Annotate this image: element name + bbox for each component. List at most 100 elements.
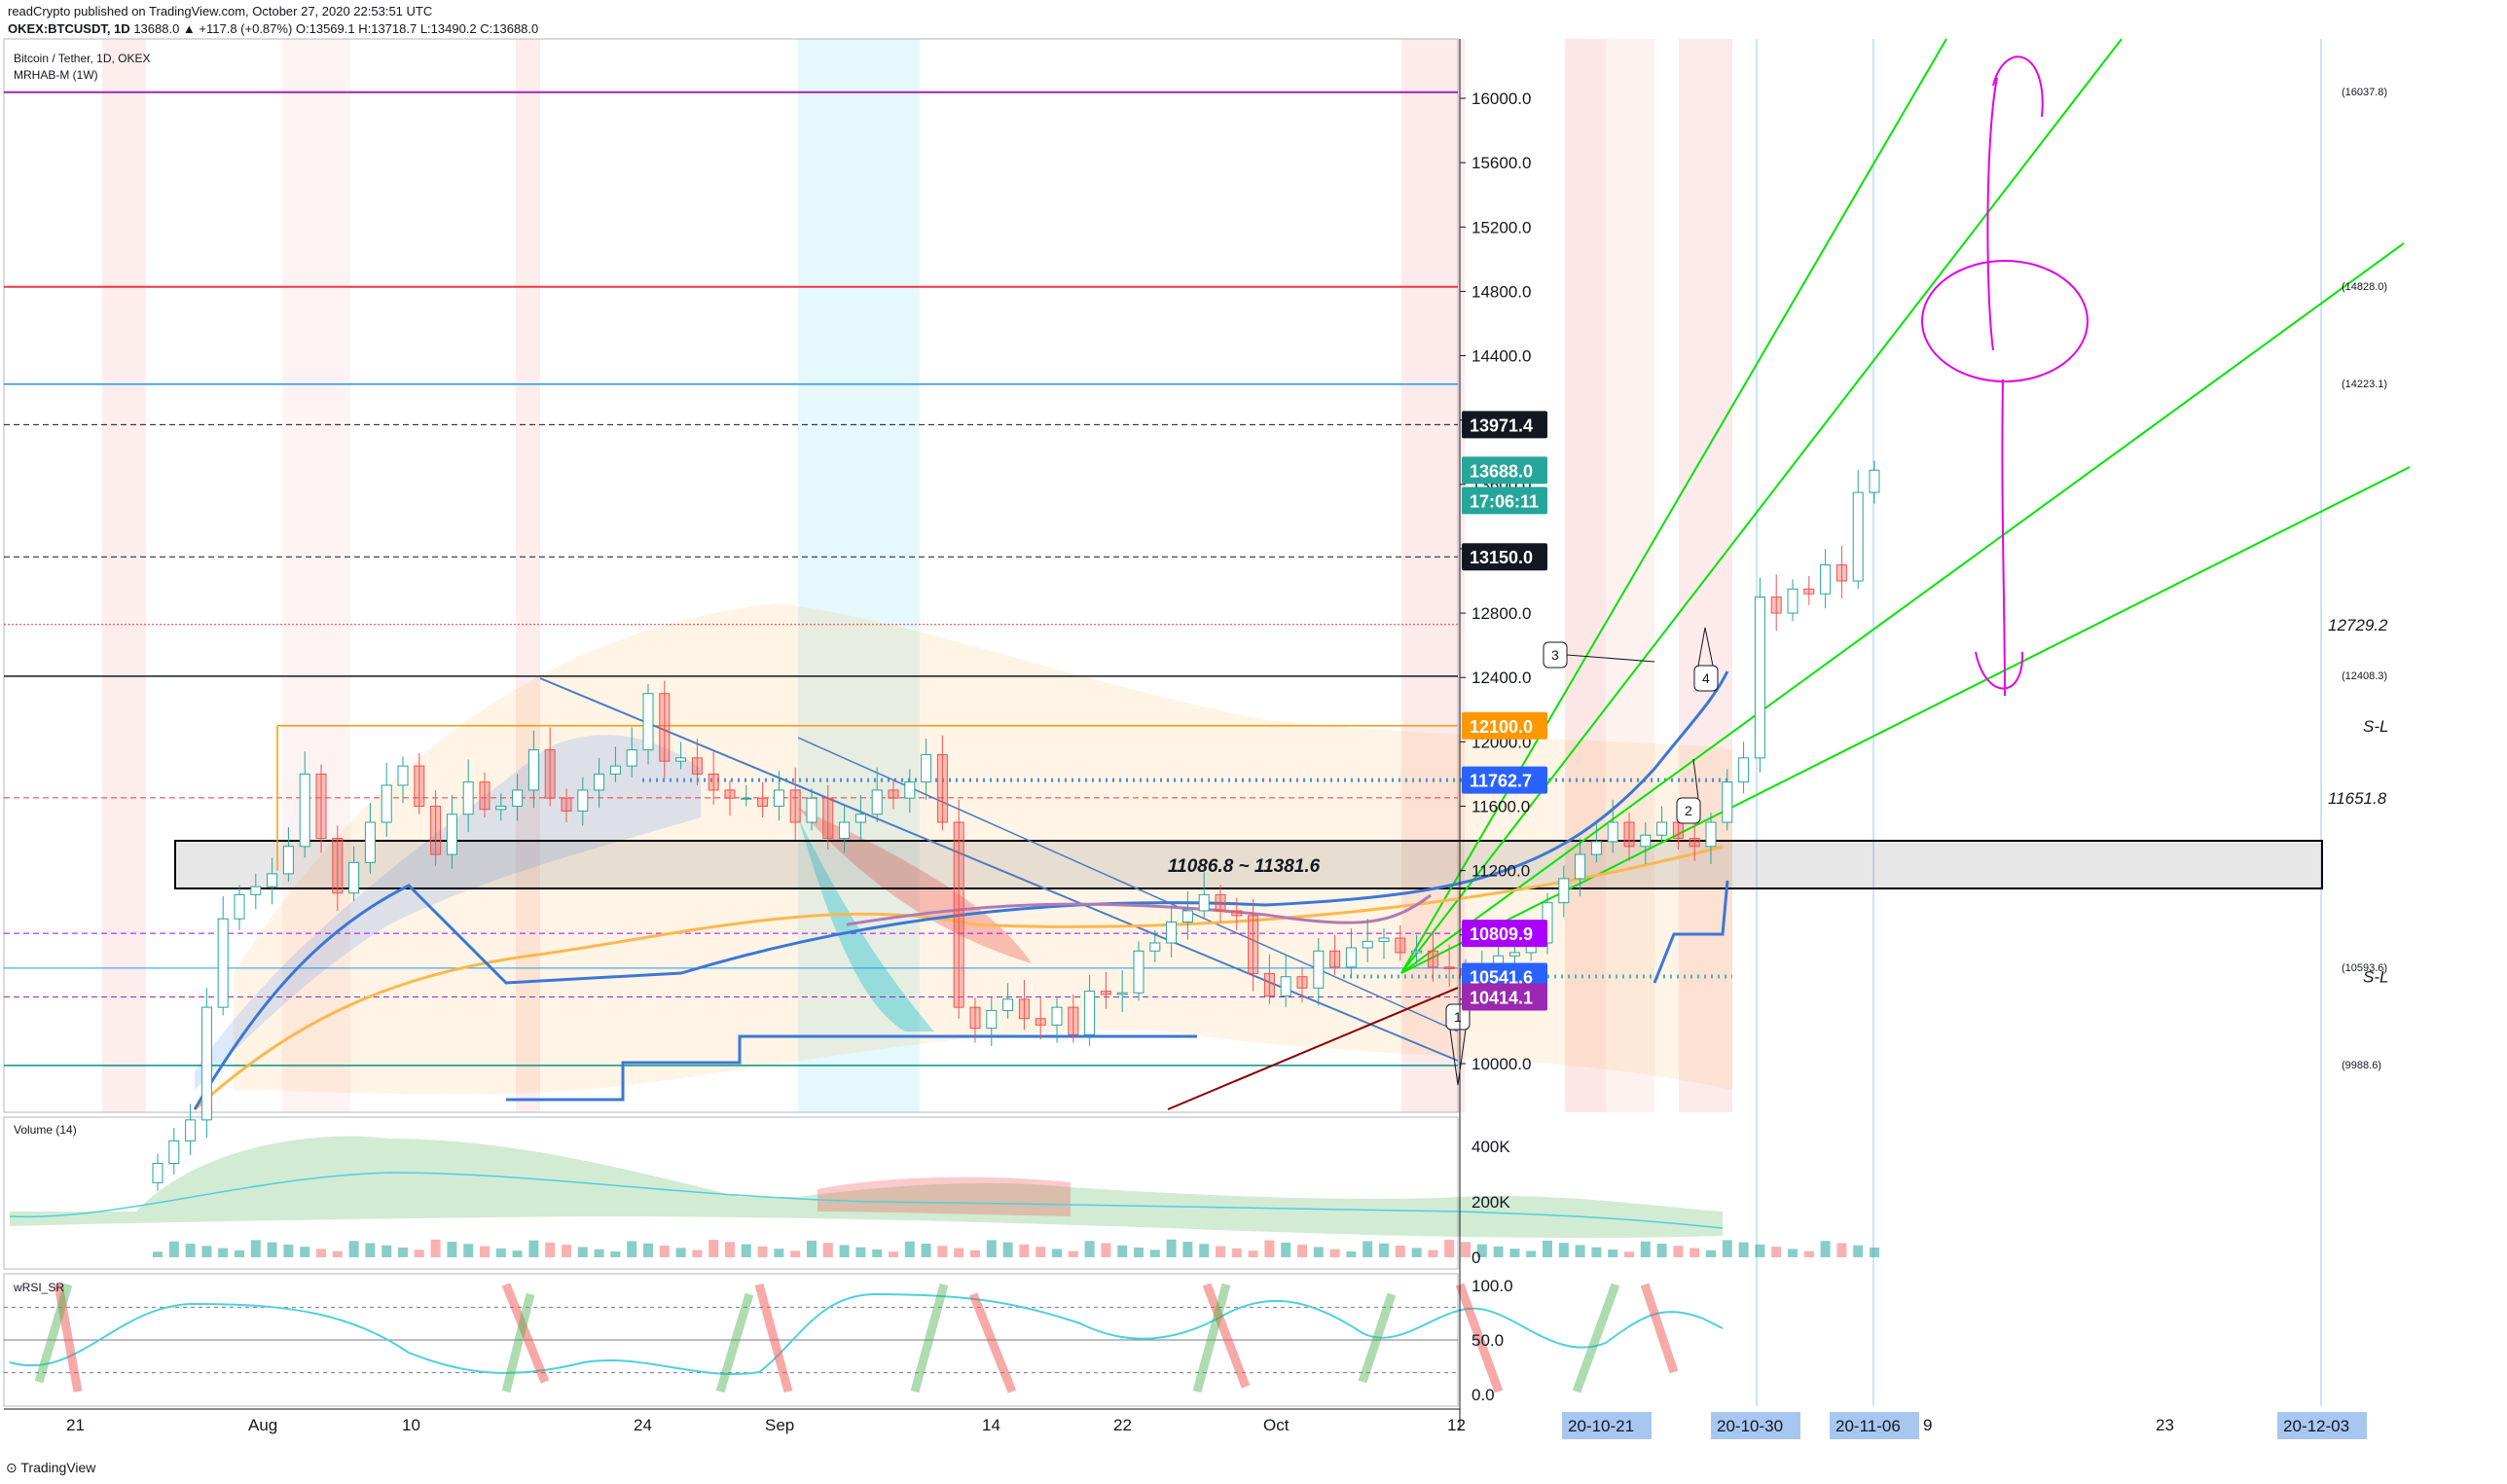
volume-bar <box>937 1246 948 1257</box>
volume-bar <box>1428 1249 1438 1257</box>
volume-bar <box>1543 1240 1552 1257</box>
candle-body <box>1443 966 1455 969</box>
candle-body <box>527 749 539 791</box>
step-line-2 <box>1653 880 1729 984</box>
cyan-band <box>798 817 934 1032</box>
candle-body <box>1198 893 1210 912</box>
quote: 13688.0 ▲ +117.8 (+0.87%) O:13569.1 H:13… <box>133 21 539 36</box>
volume-bar <box>1608 1249 1618 1257</box>
candle-body <box>234 893 245 920</box>
volume-bar <box>839 1245 850 1257</box>
volume-bar <box>1738 1242 1749 1257</box>
level-label: (14828.0) <box>2342 281 2387 293</box>
volume-bar <box>1461 1242 1471 1257</box>
candle-body <box>1248 915 1259 974</box>
volume-bar <box>528 1240 539 1257</box>
volume-bar <box>1216 1246 1225 1257</box>
ma-orange <box>193 845 1724 1111</box>
symbol: OKEX:BTCUSDT, 1D <box>8 21 130 36</box>
candle-body <box>299 773 310 848</box>
candle-body <box>822 797 834 840</box>
volume-bar <box>757 1246 768 1257</box>
price-pane-frame <box>3 38 1459 1113</box>
volume-bar <box>643 1243 653 1257</box>
candle-body <box>1738 757 1750 783</box>
x-tick-highlight <box>1830 1412 1919 1439</box>
candle-body <box>1607 821 1618 843</box>
volume-bar <box>1166 1239 1177 1257</box>
candle-body <box>1689 838 1700 848</box>
candle-body <box>888 789 899 799</box>
volume-bar <box>1493 1246 1504 1257</box>
volume-bar <box>1771 1247 1782 1257</box>
volume-bar <box>1853 1245 1864 1257</box>
volume-bar <box>807 1240 817 1257</box>
candle-body <box>594 773 605 791</box>
symbol-quote-line: OKEX:BTCUSDT, 1D 13688.0 ▲ +117.8 (+0.87… <box>8 21 538 36</box>
callout-pointer <box>1449 1029 1467 1086</box>
x-tick-label: 20-10-30 <box>1717 1417 1783 1435</box>
chart-title: Bitcoin / Tether, 1D, OKEX <box>14 52 151 65</box>
volume-bar <box>447 1242 457 1257</box>
volume-bar <box>1036 1247 1046 1257</box>
candle-body <box>1395 937 1406 954</box>
price-label-text: 13688.0 <box>1470 461 1533 481</box>
range-box-label: 11086.8 ~ 11381.6 <box>1168 856 1321 877</box>
publisher-line: readCrypto published on TradingView.com,… <box>8 4 433 18</box>
volume-bar <box>1755 1244 1765 1257</box>
trend-line <box>1400 466 2411 974</box>
price-label-text: 12100.0 <box>1470 717 1533 737</box>
footer-brand: TradingView <box>20 1460 96 1475</box>
price-label-text: 10541.6 <box>1470 967 1533 987</box>
volume-bar <box>1656 1244 1667 1257</box>
candle-body <box>953 821 964 1008</box>
y-tick-label: 16000.0 <box>1472 90 1531 108</box>
candle-body <box>642 693 654 751</box>
candle-body <box>936 754 948 823</box>
rsi-bars-red <box>54 1283 1679 1394</box>
volume-cloud-red <box>818 1176 1071 1216</box>
price-label-text: 11762.7 <box>1470 772 1532 791</box>
candle-body <box>544 749 556 799</box>
tradingview-logo[interactable]: ⊙ TradingView <box>6 1460 96 1475</box>
candle-body <box>332 838 344 894</box>
price-label-box <box>1462 962 1547 991</box>
volume-bar <box>1722 1240 1732 1257</box>
x-tick-highlight <box>1711 1412 1800 1439</box>
candle-body <box>1705 821 1717 848</box>
candle-body <box>1100 991 1111 995</box>
price-label-box <box>1462 766 1547 794</box>
volume-bar <box>332 1250 343 1257</box>
volume-bar <box>1281 1242 1291 1257</box>
trend-line <box>1167 987 1459 1110</box>
candle-body <box>1149 942 1161 952</box>
volume-title: Volume (14) <box>14 1123 77 1137</box>
candle-body <box>1329 950 1341 968</box>
highlight-band <box>102 39 146 1112</box>
candle-body <box>1002 998 1014 1011</box>
candle-body <box>381 784 392 823</box>
candle-body <box>1084 991 1096 1035</box>
volume-bar <box>235 1249 244 1257</box>
volume-bar <box>594 1249 604 1257</box>
candle-body <box>1362 940 1373 949</box>
candle-body <box>282 846 294 875</box>
volume-cloud <box>10 1136 1723 1239</box>
candle-body <box>691 757 703 775</box>
trend-line <box>1400 242 2405 974</box>
volume-bar <box>201 1246 212 1257</box>
candle-body <box>757 797 769 807</box>
candle-body <box>986 1009 998 1030</box>
volume-bar <box>774 1249 784 1257</box>
sl-label: S-L <box>2363 717 2388 736</box>
volume-pane <box>9 1136 1879 1257</box>
candle-body <box>1787 588 1798 614</box>
candle-body <box>1231 910 1243 917</box>
volume-ma <box>9 1172 1724 1229</box>
rsi-line <box>9 1292 1724 1376</box>
candle-body <box>479 781 490 811</box>
candle-body <box>250 886 262 895</box>
candle-body <box>1035 1018 1046 1026</box>
rsi-bars-green <box>34 1283 1620 1394</box>
